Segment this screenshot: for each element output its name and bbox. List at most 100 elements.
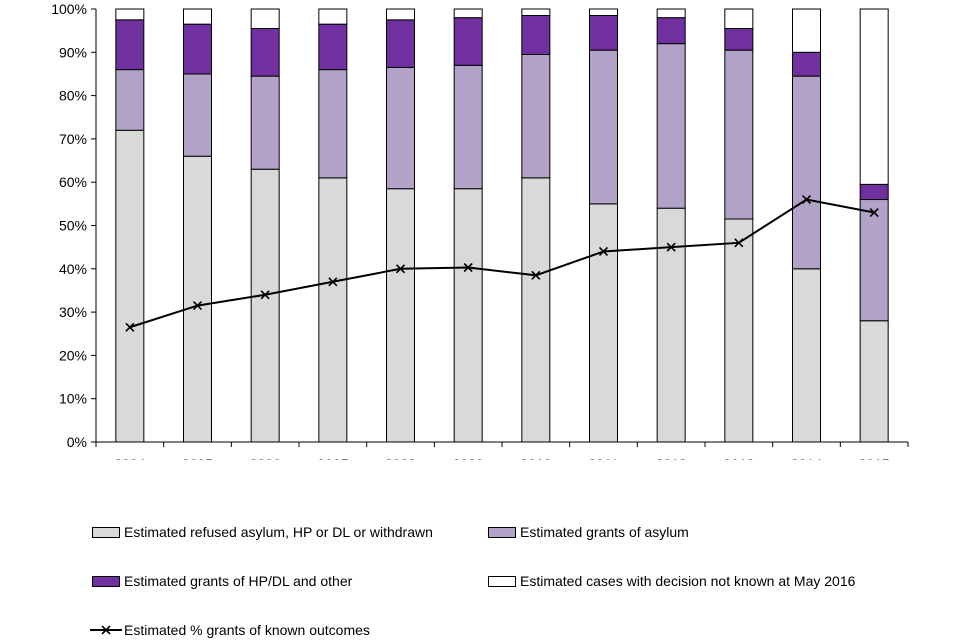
x-tick-label: 2006 xyxy=(250,456,281,460)
x-tick-label: 2013 xyxy=(723,456,754,460)
bar-segment-4 xyxy=(589,8,618,16)
bar-segment-1 xyxy=(386,188,415,443)
bar-segment-4 xyxy=(656,8,686,19)
bar-segment-4 xyxy=(250,8,280,29)
legend-label-line: Estimated % grants of known outcomes xyxy=(124,622,370,638)
line-marker xyxy=(395,264,406,274)
bar-segment-1 xyxy=(318,177,348,443)
line-marker xyxy=(328,277,338,287)
y-tick-label: 0% xyxy=(67,434,87,450)
bar-segment-3 xyxy=(453,17,483,66)
legend-label-unknown: Estimated cases with decision not known … xyxy=(520,573,856,589)
legend-label-hpdl: Estimated grants of HP/DL and other xyxy=(124,573,353,589)
bar-segment-2 xyxy=(792,75,821,270)
line-marker xyxy=(666,242,676,252)
x-tick-label: 2008 xyxy=(385,456,416,460)
bar-segment-2 xyxy=(589,49,618,205)
y-tick-label: 30% xyxy=(59,304,87,320)
line-marker xyxy=(463,262,473,273)
x-tick-label: 2011 xyxy=(588,456,618,460)
bar-segment-2 xyxy=(250,75,280,170)
bar-segment-1 xyxy=(453,188,483,443)
bar-segment-2 xyxy=(859,199,889,322)
x-tick-label: 2005 xyxy=(182,456,213,460)
bar-segment-1 xyxy=(792,268,821,443)
x-tick-label: 2007 xyxy=(317,456,348,460)
y-tick-label: 60% xyxy=(59,174,87,190)
x-tick-label: 2014 xyxy=(791,456,822,460)
legend-item-hpdl: Estimated grants of HP/DL and other xyxy=(92,573,352,589)
legend-label-asylum: Estimated grants of asylum xyxy=(520,524,689,540)
bar-segment-3 xyxy=(115,19,145,71)
bar-segment-3 xyxy=(521,14,551,55)
bar-segment-2 xyxy=(656,43,686,209)
bar-segment-4 xyxy=(792,8,821,53)
bar-segment-4 xyxy=(724,8,754,29)
x-tick-label: 2004 xyxy=(114,456,145,460)
legend-item-asylum: Estimated grants of asylum xyxy=(488,524,689,540)
bar-segment-2 xyxy=(724,49,754,220)
line-marker xyxy=(598,246,609,257)
y-tick-label: 70% xyxy=(59,131,87,147)
line-marker xyxy=(125,322,135,332)
bar-segment-4 xyxy=(521,8,551,16)
legend-swatch-refused xyxy=(92,526,120,538)
line-marker xyxy=(801,194,812,205)
bar-segment-3 xyxy=(250,27,280,77)
y-tick-label: 90% xyxy=(59,44,87,60)
bar-segment-1 xyxy=(589,203,618,443)
line-marker xyxy=(192,301,203,311)
bar-segment-4 xyxy=(318,8,348,25)
bar-segment-4 xyxy=(115,8,145,21)
y-tick-label: 50% xyxy=(59,218,87,234)
bar-segment-1 xyxy=(183,155,212,443)
bar-segment-2 xyxy=(318,69,348,179)
bar-segment-1 xyxy=(859,320,889,443)
bar-segment-2 xyxy=(521,53,551,179)
bar-segment-3 xyxy=(859,183,889,201)
bar-segment-4 xyxy=(386,8,415,21)
legend-swatch-asylum xyxy=(488,526,516,538)
line-marker xyxy=(869,207,879,218)
y-tick-label: 100% xyxy=(51,1,87,17)
x-tick-label: 2015 xyxy=(859,456,890,460)
bar-segment-3 xyxy=(589,14,618,51)
line-marker xyxy=(260,290,270,300)
x-tick-label: 2012 xyxy=(656,456,687,460)
legend-item-refused: Estimated refused asylum, HP or DL or wi… xyxy=(92,524,433,540)
legend-item-line: Estimated % grants of known outcomes xyxy=(90,622,370,638)
y-tick-label: 20% xyxy=(59,347,87,363)
bar-segment-2 xyxy=(386,66,415,190)
bar-segment-3 xyxy=(724,27,754,51)
legend-label-refused: Estimated refused asylum, HP or DL or wi… xyxy=(124,524,433,540)
chart: 0% 10% 20% 30% 40% 50% 60% 70% 80% 90% 100% 2004 200… xyxy=(51,1,909,460)
bar-segment-3 xyxy=(792,51,821,77)
bar-segment-3 xyxy=(183,23,212,75)
y-tick-label: 80% xyxy=(59,88,87,104)
bar-segment-1 xyxy=(250,168,280,443)
bar-segment-3 xyxy=(386,19,415,68)
bar-segment-4 xyxy=(453,8,483,19)
bar-segment-3 xyxy=(656,17,686,45)
bar-segment-2 xyxy=(115,69,145,131)
x-tick-label: 2010 xyxy=(520,456,551,460)
x-tick-label: 2009 xyxy=(453,456,484,460)
y-tick-label: 10% xyxy=(59,391,87,407)
bar-segment-1 xyxy=(115,129,145,443)
legend-swatch-hpdl xyxy=(92,575,120,587)
bar-segment-1 xyxy=(656,207,686,443)
legend-line-icon xyxy=(90,625,122,635)
bar-segment-1 xyxy=(724,218,754,443)
y-tick-label: 40% xyxy=(59,261,87,277)
legend-swatch-unknown xyxy=(488,575,516,587)
line-series xyxy=(129,198,875,329)
line-marker xyxy=(531,270,541,280)
line-marker xyxy=(734,238,744,248)
bar-segment-4 xyxy=(183,8,212,25)
legend-item-unknown: Estimated cases with decision not known … xyxy=(488,573,855,589)
bar-segment-1 xyxy=(521,177,551,443)
bar-segment-4 xyxy=(859,8,889,185)
bar-segment-2 xyxy=(183,73,212,157)
bar-segment-3 xyxy=(318,23,348,71)
bar-segment-2 xyxy=(453,64,483,190)
